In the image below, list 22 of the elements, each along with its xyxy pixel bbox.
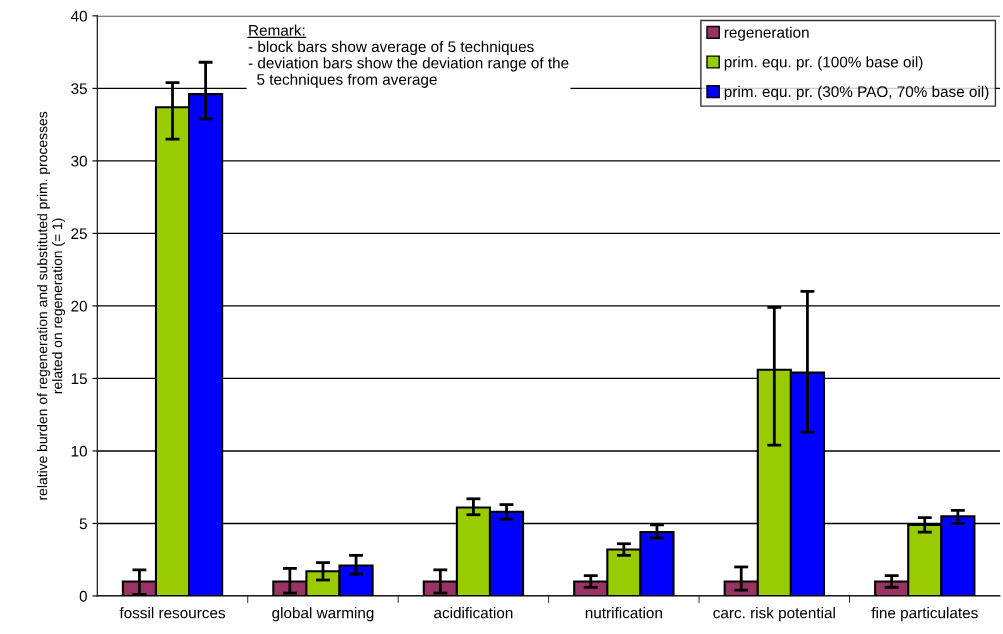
legend-label: regeneration [724,26,809,41]
x-tick-label: fine particulates [871,607,978,622]
y-tick-label: 15 [71,373,87,385]
x-tick-label: global warming [272,607,374,622]
y-tick-label: 35 [71,83,87,95]
y-tick-label: 5 [79,518,87,530]
legend-label: prim. equ. pr. (30% PAO, 70% base oil) [724,85,989,101]
y-tick-label: 0 [79,590,87,602]
x-tick-label: fossil resources [119,607,226,619]
y-tick-label: 25 [71,228,87,240]
legend-label: prim. equ. pr. (100% base oil) [724,56,923,71]
y-tick-label: 30 [71,155,87,167]
x-tick-label: carc. risk potential [713,607,835,622]
y-tick-label: 10 [71,445,87,457]
y-tick-label: 20 [71,300,87,312]
annotation: - block bars show average of 5 techniques [248,40,534,56]
y-axis-title: relative burden of regeneration and substituted prim. processes related on regeneration (= 1) [37,111,66,500]
annotation: - deviation bars show the deviation range of the 5 techniques from average [248,57,569,88]
x-tick-label: nutrification [585,607,662,619]
annotation: Remark: [249,24,305,36]
x-tick-label: acidification [434,607,513,619]
y-tick-label: 40 [70,10,87,22]
